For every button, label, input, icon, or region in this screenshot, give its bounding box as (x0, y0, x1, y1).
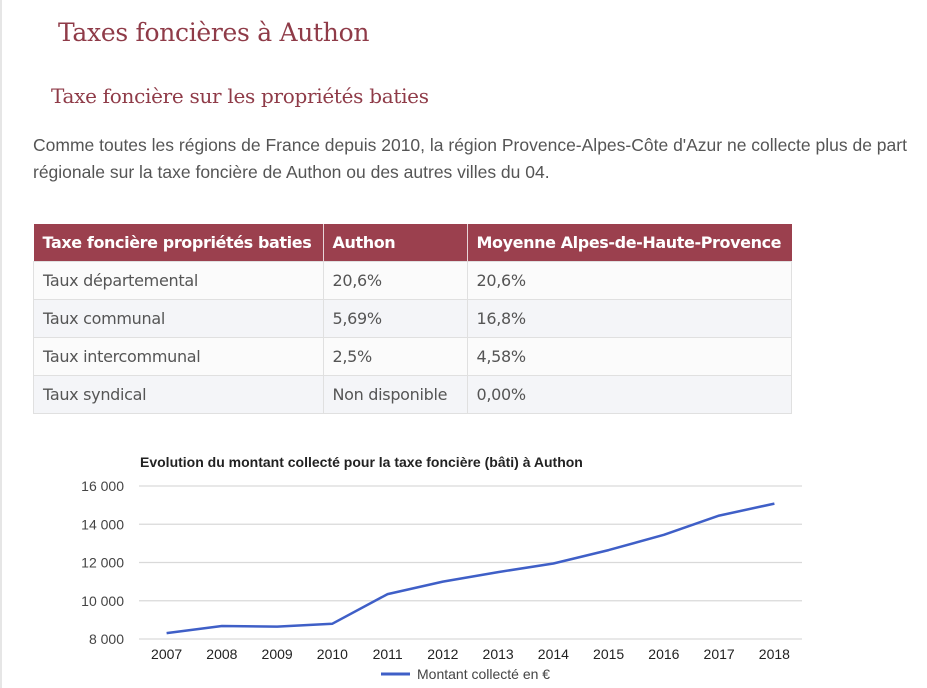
line-chart: Evolution du montant collecté pour la ta… (81, 454, 802, 682)
tax-rates-table: Taxe foncière propriétés baties Authon M… (33, 224, 792, 414)
section-title: Taxe foncière sur les propriétés baties (51, 84, 429, 108)
y-tick-label: 10 000 (81, 593, 124, 609)
table-cell: 2,5% (322, 337, 468, 376)
table-row: Taux communal 5,69% 16,8% (33, 299, 792, 338)
table-cell: 5,69% (322, 299, 468, 338)
chart-title: Evolution du montant collecté pour la ta… (140, 454, 583, 470)
table-row: Taux intercommunal 2,5% 4,58% (33, 337, 792, 376)
table-cell: Taux communal (33, 299, 324, 338)
table-header-cell: Moyenne Alpes-de-Haute-Provence (467, 224, 792, 262)
table-cell: Taux intercommunal (33, 337, 324, 376)
x-tick-label: 2011 (373, 646, 403, 662)
table-cell: 20,6% (322, 261, 468, 300)
series-line (166, 502, 775, 635)
table-cell: 16,8% (466, 299, 792, 338)
y-tick-label: 8 000 (89, 631, 124, 647)
x-tick-label: 2007 (151, 646, 182, 662)
x-tick-label: 2014 (538, 646, 569, 662)
x-tick-label: 2018 (759, 646, 790, 662)
y-tick-label: 16 000 (81, 478, 124, 494)
table-cell: 20,6% (466, 261, 792, 300)
x-tick-label: 2012 (427, 646, 458, 662)
table-row: Taux départemental 20,6% 20,6% (33, 261, 792, 300)
x-tick-label: 2013 (483, 646, 514, 662)
x-tick-label: 2009 (262, 646, 293, 662)
y-tick-label: 12 000 (81, 555, 124, 571)
table-cell: Non disponible (322, 375, 468, 414)
table-cell: 4,58% (466, 337, 792, 376)
table-row: Taux syndical Non disponible 0,00% (33, 375, 792, 414)
x-tick-label: 2008 (206, 646, 237, 662)
table-header-row: Taxe foncière propriétés baties Authon M… (33, 224, 792, 262)
x-tick-label: 2017 (704, 646, 735, 662)
legend-label: Montant collecté en € (417, 666, 550, 682)
chart-legend: Montant collecté en € (381, 666, 550, 682)
x-tick-label: 2015 (593, 646, 624, 662)
x-tick-label: 2016 (648, 646, 679, 662)
table-cell: Taux syndical (33, 375, 324, 414)
y-tick-label: 14 000 (81, 516, 124, 532)
x-tick-label: 2010 (317, 646, 348, 662)
table-header-cell: Authon (323, 224, 468, 262)
page-left-border (0, 0, 2, 688)
table-header-cell: Taxe foncière propriétés baties (33, 224, 324, 262)
intro-paragraph: Comme toutes les régions de France depui… (33, 135, 907, 182)
table-cell: Taux départemental (33, 261, 324, 300)
page-title: Taxes foncières à Authon (58, 18, 370, 47)
table-cell: 0,00% (466, 375, 792, 414)
